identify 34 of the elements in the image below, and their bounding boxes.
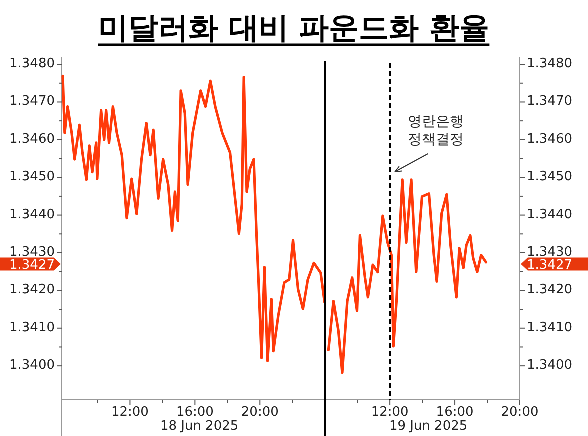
x-tick-label: 20:00 [241, 405, 279, 420]
y-tick-label: 1.3480 [10, 56, 55, 72]
x-tick-label: 16:00 [176, 405, 214, 420]
y-tick-label: 1.3427 [10, 258, 55, 273]
x-axis-title: 19 Jun 2025 [389, 419, 468, 434]
y-tick-label: 1.3420 [10, 282, 55, 298]
y2-tick-label: 1.3470 [527, 94, 572, 110]
y2-tick-label: 1.3480 [527, 56, 572, 72]
x-tick-label: 16:00 [436, 405, 474, 420]
x-tick-label: 12:00 [111, 405, 149, 420]
y-tick-label: 1.3400 [10, 358, 55, 374]
y2-tick-label: 1.3430 [527, 245, 572, 260]
y2-tick-label: 1.3420 [527, 282, 572, 298]
x-axis-title: 18 Jun 2025 [160, 419, 239, 434]
y2-tick-label: 1.3410 [527, 320, 572, 336]
y-tick-label: 1.3410 [10, 320, 55, 336]
y2-tick-label: 1.3460 [527, 132, 572, 147]
y2-tick-label: 1.3427 [527, 258, 572, 273]
x-tick-label: 20:00 [501, 405, 539, 420]
line-series [327, 178, 488, 374]
y2-tick-label: 1.3450 [527, 170, 572, 185]
x-tick-label: 12:00 [371, 405, 409, 420]
ref-line-label: 영란은행 정책결정 [408, 114, 464, 148]
y-tick-label: 1.3460 [10, 132, 55, 147]
value-tag: 1.3427 [521, 258, 588, 273]
line-series [62, 74, 326, 362]
y-tick-label: 1.3440 [10, 207, 55, 222]
y2-tick-label: 1.3440 [527, 207, 572, 222]
value-tag: 1.3427 [0, 258, 61, 273]
y-tick-label: 1.3450 [10, 170, 55, 185]
chart-title: 미달러화 대비 파운드화 환율 [98, 11, 490, 46]
y-tick-label: 1.3470 [10, 94, 55, 110]
y-tick-label: 1.3430 [10, 245, 55, 260]
y2-tick-label: 1.3400 [527, 358, 572, 374]
